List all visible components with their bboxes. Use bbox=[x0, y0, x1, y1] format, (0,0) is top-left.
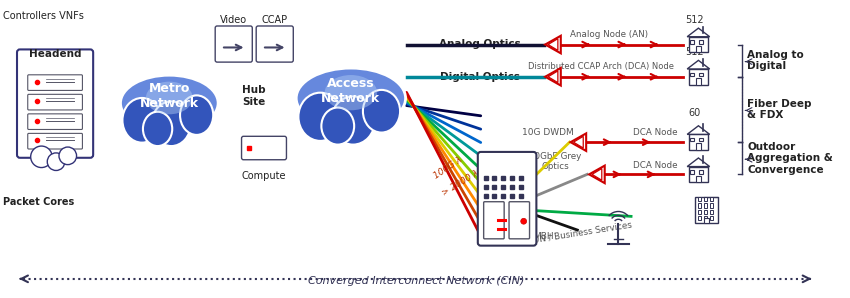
FancyBboxPatch shape bbox=[710, 216, 713, 220]
Polygon shape bbox=[570, 134, 586, 151]
FancyBboxPatch shape bbox=[710, 197, 713, 201]
FancyBboxPatch shape bbox=[215, 26, 252, 62]
FancyBboxPatch shape bbox=[704, 197, 707, 201]
Ellipse shape bbox=[146, 82, 193, 114]
FancyBboxPatch shape bbox=[484, 202, 504, 239]
FancyBboxPatch shape bbox=[509, 202, 530, 239]
Text: Video: Video bbox=[220, 15, 247, 25]
Text: Analog to
Digital: Analog to Digital bbox=[747, 50, 804, 72]
Ellipse shape bbox=[122, 98, 162, 143]
Ellipse shape bbox=[180, 95, 213, 135]
FancyBboxPatch shape bbox=[28, 114, 82, 129]
FancyBboxPatch shape bbox=[704, 210, 707, 214]
Ellipse shape bbox=[121, 75, 218, 131]
Text: Outdoor
Aggregation &
Convergence: Outdoor Aggregation & Convergence bbox=[747, 142, 833, 175]
FancyBboxPatch shape bbox=[694, 197, 718, 224]
Polygon shape bbox=[545, 68, 561, 86]
FancyBboxPatch shape bbox=[696, 176, 700, 182]
FancyBboxPatch shape bbox=[698, 204, 701, 207]
Text: MBH: MBH bbox=[533, 232, 553, 241]
Ellipse shape bbox=[321, 108, 354, 145]
FancyBboxPatch shape bbox=[241, 136, 286, 160]
Polygon shape bbox=[687, 28, 710, 37]
FancyBboxPatch shape bbox=[690, 170, 694, 174]
Text: CCAP: CCAP bbox=[262, 15, 288, 25]
FancyBboxPatch shape bbox=[689, 167, 708, 182]
Text: Packet Cores: Packet Cores bbox=[3, 197, 75, 207]
Ellipse shape bbox=[296, 68, 405, 128]
Circle shape bbox=[31, 146, 52, 167]
Text: 512: 512 bbox=[685, 47, 704, 57]
Ellipse shape bbox=[332, 96, 375, 145]
Text: Compute: Compute bbox=[241, 171, 286, 181]
Text: Converged Interconnect Network (CIN): Converged Interconnect Network (CIN) bbox=[308, 276, 524, 286]
Ellipse shape bbox=[298, 93, 343, 141]
FancyBboxPatch shape bbox=[690, 72, 694, 76]
Ellipse shape bbox=[143, 112, 173, 146]
Text: Digital Optics: Digital Optics bbox=[439, 72, 519, 82]
Text: Fiber Deep
& FDX: Fiber Deep & FDX bbox=[747, 99, 812, 120]
FancyBboxPatch shape bbox=[700, 72, 703, 76]
FancyBboxPatch shape bbox=[690, 138, 694, 141]
FancyBboxPatch shape bbox=[700, 170, 703, 174]
Text: Access
Network: Access Network bbox=[321, 77, 381, 105]
FancyBboxPatch shape bbox=[698, 216, 701, 220]
Text: 60: 60 bbox=[688, 140, 700, 150]
Text: Hub
Site: Hub Site bbox=[242, 86, 266, 107]
Text: Analog Node (AN): Analog Node (AN) bbox=[570, 30, 648, 39]
Text: DCA Node: DCA Node bbox=[633, 161, 677, 170]
Ellipse shape bbox=[325, 75, 377, 110]
FancyBboxPatch shape bbox=[698, 197, 701, 201]
Circle shape bbox=[48, 153, 65, 170]
FancyBboxPatch shape bbox=[690, 40, 694, 44]
Ellipse shape bbox=[363, 90, 400, 133]
Text: 10GbE Grey
Optics: 10GbE Grey Optics bbox=[529, 152, 581, 171]
Text: DCA Node: DCA Node bbox=[633, 128, 677, 137]
Polygon shape bbox=[545, 36, 561, 53]
Polygon shape bbox=[687, 158, 710, 167]
FancyBboxPatch shape bbox=[704, 216, 707, 220]
FancyBboxPatch shape bbox=[696, 78, 700, 85]
Text: Analog Optics: Analog Optics bbox=[439, 39, 521, 49]
Circle shape bbox=[521, 218, 527, 224]
FancyBboxPatch shape bbox=[698, 210, 701, 214]
FancyBboxPatch shape bbox=[689, 69, 708, 85]
Ellipse shape bbox=[152, 101, 190, 146]
FancyBboxPatch shape bbox=[696, 143, 700, 150]
FancyBboxPatch shape bbox=[28, 94, 82, 110]
Text: 10G DWDM: 10G DWDM bbox=[522, 128, 574, 137]
FancyBboxPatch shape bbox=[704, 218, 709, 224]
Polygon shape bbox=[687, 60, 710, 69]
Text: 512: 512 bbox=[685, 15, 704, 25]
Text: Distributed CCAP Arch (DCA) Node: Distributed CCAP Arch (DCA) Node bbox=[528, 62, 674, 71]
Text: > 2000 λ: > 2000 λ bbox=[440, 169, 480, 198]
FancyBboxPatch shape bbox=[704, 204, 707, 207]
Text: 100G λ: 100G λ bbox=[433, 155, 464, 180]
FancyBboxPatch shape bbox=[689, 134, 708, 150]
FancyBboxPatch shape bbox=[696, 46, 700, 52]
FancyBboxPatch shape bbox=[710, 210, 713, 214]
FancyBboxPatch shape bbox=[710, 204, 713, 207]
Text: Metro
Network: Metro Network bbox=[139, 82, 199, 110]
FancyBboxPatch shape bbox=[28, 134, 82, 149]
FancyBboxPatch shape bbox=[256, 26, 293, 62]
FancyBboxPatch shape bbox=[700, 138, 703, 141]
Text: Headend: Headend bbox=[29, 49, 82, 59]
FancyBboxPatch shape bbox=[17, 49, 94, 158]
FancyBboxPatch shape bbox=[478, 152, 536, 246]
Polygon shape bbox=[589, 166, 604, 183]
Text: PON / Business Services: PON / Business Services bbox=[526, 220, 632, 246]
FancyBboxPatch shape bbox=[689, 37, 708, 52]
Circle shape bbox=[59, 147, 76, 164]
FancyBboxPatch shape bbox=[28, 75, 82, 90]
Text: Controllers VNFs: Controllers VNFs bbox=[3, 11, 84, 21]
FancyBboxPatch shape bbox=[700, 40, 703, 44]
Text: 60: 60 bbox=[688, 108, 700, 118]
Polygon shape bbox=[687, 126, 710, 134]
